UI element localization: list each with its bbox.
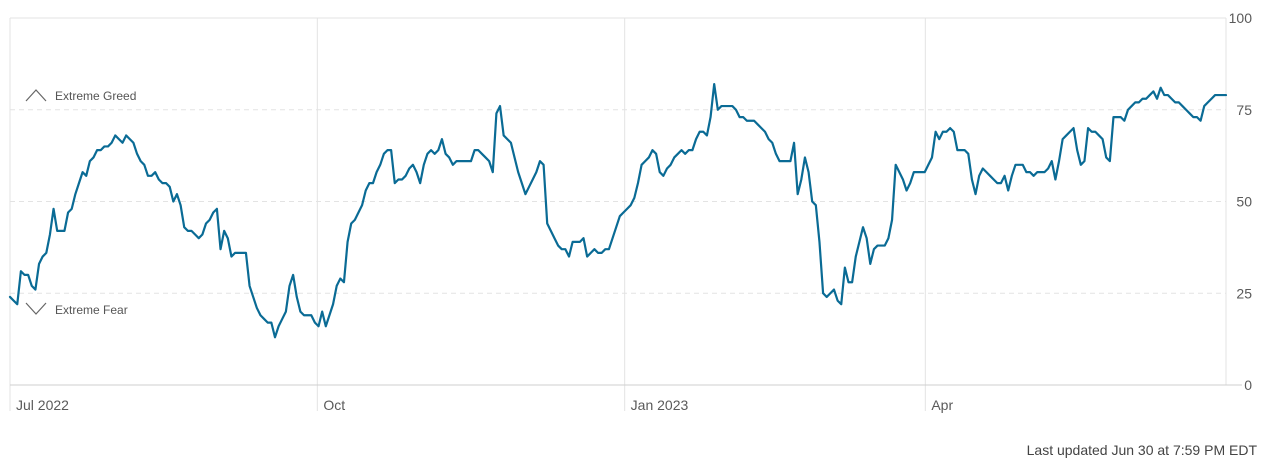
extreme-fear-label: Extreme Fear bbox=[55, 303, 128, 317]
y-tick-label: 0 bbox=[1244, 377, 1252, 393]
chevron-down-icon bbox=[25, 302, 47, 315]
y-tick-label: 75 bbox=[1236, 102, 1252, 118]
y-tick-label: 100 bbox=[1229, 10, 1253, 26]
y-tick-label: 25 bbox=[1236, 285, 1252, 301]
chevron-up-icon bbox=[25, 89, 47, 102]
x-tick-label: Oct bbox=[323, 397, 345, 413]
fear-greed-series-line bbox=[8, 82, 1228, 339]
x-tick-label: Apr bbox=[931, 397, 953, 413]
tick-labels: 0 25 50 75 100 Jul 2022 Oct Jan 2023 Apr bbox=[16, 10, 1252, 413]
y-tick-label: 50 bbox=[1236, 194, 1252, 210]
extreme-greed-label: Extreme Greed bbox=[55, 89, 136, 103]
annotations: Extreme Greed Extreme Fear bbox=[25, 89, 136, 317]
grid bbox=[9, 17, 1242, 411]
x-tick-label: Jan 2023 bbox=[631, 397, 689, 413]
x-tick-label: Jul 2022 bbox=[16, 397, 69, 413]
series-line-group bbox=[8, 82, 1228, 339]
last-updated-text: Last updated Jun 30 at 7:59 PM EDT bbox=[1026, 442, 1257, 458]
